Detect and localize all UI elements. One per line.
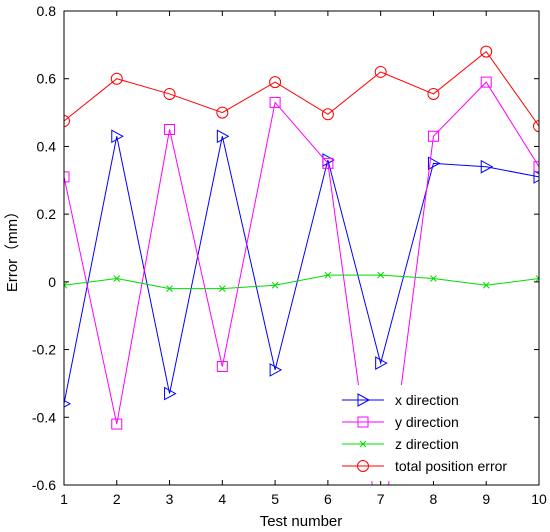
data-point-y-direction-1 [64, 171, 70, 183]
x-axis-label: Test number [260, 513, 343, 530]
x-tick-label: 4 [218, 491, 226, 507]
legend-label-total-position-error: total position error [395, 458, 507, 474]
x-tick-label: 6 [324, 491, 332, 507]
data-point-x-direction-10 [533, 170, 539, 184]
data-point-total-position-error-5 [269, 76, 282, 89]
x-tick-label: 3 [166, 491, 174, 507]
data-point-z-direction-3 [166, 285, 173, 292]
x-tick-label: 1 [60, 491, 68, 507]
series-line-x-direction [64, 136, 539, 404]
y-axis-label: Error（mm） [4, 204, 21, 292]
data-point-total-position-error-2 [110, 72, 123, 85]
data-point-total-position-error-10 [533, 120, 539, 133]
series-y-direction [64, 76, 539, 485]
data-point-z-direction-10 [535, 275, 539, 282]
data-point-z-direction-7 [377, 271, 385, 279]
data-point-total-position-error-6 [321, 108, 334, 121]
series-total-position-error [64, 45, 539, 133]
data-point-x-direction-8 [427, 156, 441, 171]
data-point-x-direction-7 [375, 356, 388, 370]
x-tick-label: 7 [377, 491, 385, 507]
x-tick-label: 5 [271, 491, 279, 507]
data-point-x-direction-4 [216, 129, 230, 144]
legend-marker-total-position-error [357, 460, 369, 472]
legend-label-z-direction: z direction [395, 436, 459, 452]
y-tick-label: -0.2 [32, 342, 56, 358]
y-tick-label: 0.8 [37, 3, 57, 19]
legend-box [336, 385, 534, 481]
x-tick-label: 2 [113, 491, 121, 507]
data-point-y-direction-9 [480, 76, 492, 88]
data-point-x-direction-3 [164, 386, 177, 401]
legend-label-y-direction: y direction [395, 414, 459, 430]
series-z-direction [64, 271, 539, 292]
data-point-z-direction-2 [113, 275, 121, 282]
data-point-y-direction-4 [216, 361, 228, 372]
y-tick-label: 0.2 [37, 206, 57, 222]
data-point-y-direction-3 [164, 124, 176, 135]
data-point-y-direction-8 [427, 130, 439, 142]
data-point-z-direction-1 [64, 281, 68, 289]
data-point-total-position-error-7 [374, 65, 387, 78]
plot-frame [63, 10, 540, 486]
data-point-z-direction-4 [218, 285, 226, 292]
series-line-z-direction [64, 274, 539, 290]
x-tick-label: 8 [430, 491, 438, 507]
legend-marker-y-direction [357, 416, 369, 428]
legend-marker-x-direction [357, 393, 371, 407]
series-line-total-position-error [64, 50, 539, 127]
data-point-x-direction-2 [111, 129, 124, 144]
legend-label-x-direction: x direction [395, 392, 459, 408]
data-point-total-position-error-8 [427, 87, 440, 100]
y-tick-label: 0 [48, 274, 56, 290]
y-tick-label: 0.4 [37, 138, 57, 154]
data-point-total-position-error-3 [163, 87, 176, 100]
data-point-y-direction-6 [322, 157, 334, 169]
data-point-x-direction-5 [269, 363, 283, 377]
y-tick-label: -0.4 [32, 409, 56, 425]
data-point-z-direction-6 [324, 271, 332, 279]
y-tick-label: -0.6 [32, 477, 56, 493]
legend-marker-z-direction [359, 440, 367, 448]
data-point-total-position-error-1 [64, 115, 70, 128]
data-point-y-direction-2 [111, 418, 123, 430]
data-point-z-direction-9 [482, 281, 490, 289]
data-point-x-direction-9 [480, 159, 494, 174]
y-tick-label: 0.6 [37, 71, 57, 87]
data-point-y-direction-10 [533, 161, 539, 173]
series-x-direction [64, 129, 539, 408]
data-point-total-position-error-4 [216, 106, 229, 119]
data-point-z-direction-5 [271, 281, 279, 289]
series-line-y-direction [64, 81, 539, 485]
data-point-y-direction-5 [269, 96, 281, 108]
x-tick-label: 9 [482, 491, 490, 507]
data-point-z-direction-8 [430, 275, 437, 282]
x-tick-label: 10 [531, 491, 547, 507]
data-point-total-position-error-9 [480, 45, 493, 58]
legend: x direction y direction z direction total p… [336, 385, 534, 481]
